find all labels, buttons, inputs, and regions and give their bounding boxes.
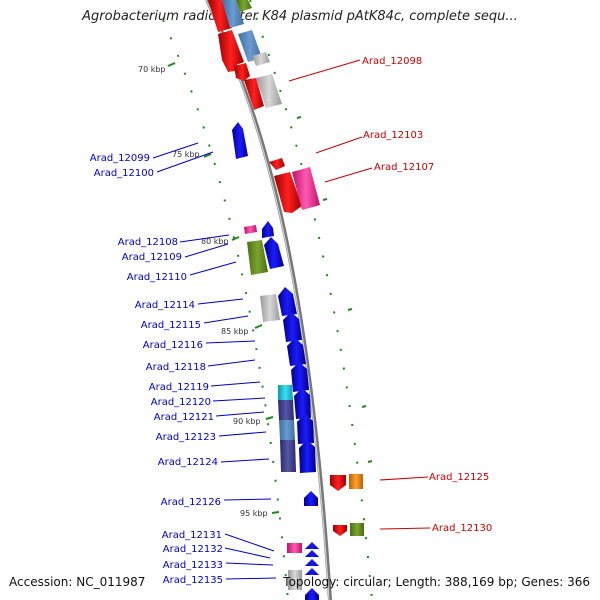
- gene-feature[interactable]: [333, 525, 347, 536]
- gene-feature[interactable]: [274, 172, 302, 213]
- gene-feature[interactable]: [350, 523, 364, 536]
- gene-label[interactable]: Arad_12103: [363, 130, 423, 141]
- forward-gene-labels: Arad_12099 Arad_12100 Arad_12108 Arad_12…: [90, 153, 223, 586]
- scale-major-ticks: [167, 62, 280, 514]
- scale-label: 85 kbp: [221, 327, 249, 336]
- gene-label[interactable]: Arad_12120: [151, 397, 211, 408]
- gene-label[interactable]: Arad_12133: [163, 560, 223, 571]
- gene-label[interactable]: Arad_12132: [163, 544, 223, 555]
- reverse-leader-lines: [288, 59, 431, 530]
- gene-feature[interactable]: [278, 287, 297, 316]
- gene-feature[interactable]: [305, 550, 319, 557]
- gene-feature[interactable]: [244, 78, 264, 110]
- gene-label[interactable]: Arad_12100: [94, 168, 154, 179]
- scale-label: 70 kbp: [138, 65, 166, 74]
- gene-feature[interactable]: [305, 588, 319, 600]
- gene-feature[interactable]: [269, 158, 285, 170]
- gene-feature[interactable]: [292, 167, 320, 210]
- gene-feature[interactable]: [260, 294, 280, 322]
- gene-feature[interactable]: [287, 543, 302, 553]
- gene-label[interactable]: Arad_12126: [161, 497, 221, 508]
- gene-label[interactable]: Arad_12131: [162, 530, 222, 541]
- gene-feature[interactable]: [218, 30, 244, 72]
- forward-leader-lines: [152, 142, 277, 580]
- scale-label: 75 kbp: [172, 150, 200, 159]
- scale-minor-ticks: [296, 116, 373, 463]
- gene-feature[interactable]: [262, 221, 274, 238]
- gene-feature[interactable]: [287, 338, 306, 366]
- gene-feature[interactable]: [305, 559, 319, 566]
- gene-feature[interactable]: [280, 440, 296, 472]
- gene-feature[interactable]: [279, 420, 295, 440]
- gene-label[interactable]: Arad_12099: [90, 153, 150, 164]
- forward-genes: [232, 122, 319, 600]
- gene-label[interactable]: Arad_12115: [141, 320, 201, 331]
- gene-label[interactable]: Arad_12121: [154, 412, 214, 423]
- gene-label[interactable]: Arad_12107: [374, 162, 434, 173]
- gene-label[interactable]: Arad_12124: [158, 457, 218, 468]
- gene-feature[interactable]: [252, 52, 270, 66]
- gene-feature[interactable]: [305, 568, 319, 575]
- gene-feature[interactable]: [283, 312, 302, 342]
- gene-feature[interactable]: [256, 74, 282, 108]
- gene-label[interactable]: Arad_12119: [149, 382, 209, 393]
- gene-label[interactable]: Arad_12130: [432, 523, 492, 534]
- map-title: Agrobacterium radiobacter K84 plasmid pA…: [82, 9, 518, 24]
- gene-feature[interactable]: [264, 237, 284, 269]
- scale-label: 90 kbp: [233, 417, 261, 426]
- gene-feature[interactable]: [291, 362, 309, 392]
- gene-label[interactable]: Arad_12135: [163, 575, 223, 586]
- gene-feature[interactable]: [222, 0, 244, 28]
- gene-feature[interactable]: [349, 474, 363, 489]
- reverse-genes: [269, 158, 364, 536]
- gene-label[interactable]: Arad_12110: [127, 272, 187, 283]
- gene-feature[interactable]: [278, 385, 293, 400]
- gene-feature[interactable]: [234, 63, 250, 81]
- gene-feature[interactable]: [294, 388, 311, 419]
- gene-feature[interactable]: [297, 414, 314, 444]
- gene-feature[interactable]: [208, 0, 232, 32]
- gene-feature[interactable]: [278, 400, 294, 420]
- gene-label[interactable]: Arad_12108: [118, 237, 178, 248]
- reverse-genes-top: [208, 0, 282, 110]
- gene-label[interactable]: Arad_12118: [146, 362, 206, 373]
- gene-feature[interactable]: [330, 475, 346, 491]
- reverse-gene-labels: Arad_12098 Arad_12103 Arad_12107 Arad_12…: [362, 56, 492, 534]
- accession-footer: Accession: NC_011987: [9, 575, 146, 589]
- gene-label[interactable]: Arad_12125: [429, 472, 489, 483]
- gene-label[interactable]: Arad_12114: [135, 300, 195, 311]
- gene-feature[interactable]: [288, 570, 302, 590]
- gene-label[interactable]: Arad_12116: [143, 340, 203, 351]
- topology-summary-footer: Topology: circular; Length: 388,169 bp; …: [283, 575, 590, 589]
- gene-feature[interactable]: [232, 122, 248, 159]
- gene-feature[interactable]: [304, 491, 318, 506]
- gene-label[interactable]: Arad_12098: [362, 56, 422, 67]
- gene-feature[interactable]: [305, 542, 319, 549]
- scale-label: 80 kbp: [201, 237, 229, 246]
- gene-feature[interactable]: [238, 30, 262, 62]
- gene-feature[interactable]: [244, 225, 257, 234]
- gene-feature[interactable]: [247, 240, 268, 275]
- gene-label[interactable]: Arad_12109: [122, 252, 182, 263]
- gene-feature[interactable]: [299, 440, 316, 473]
- scale-label: 95 kbp: [240, 509, 268, 518]
- gene-label[interactable]: Arad_12123: [156, 432, 216, 443]
- gene-feature[interactable]: [236, 0, 252, 12]
